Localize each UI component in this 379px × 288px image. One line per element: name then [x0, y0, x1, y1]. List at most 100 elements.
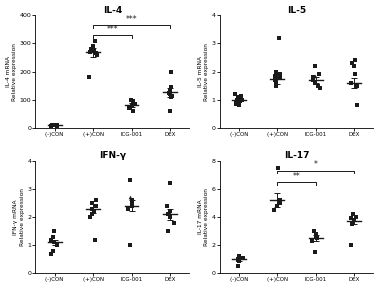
Point: [50, 240, 56, 245]
Point: [91, 48, 97, 53]
Y-axis label: IL-4 mRNA
Relative expression: IL-4 mRNA Relative expression: [6, 43, 17, 101]
Point: [273, 81, 279, 85]
Point: [86, 75, 92, 79]
Point: [235, 264, 241, 268]
Title: IFN-γ: IFN-γ: [99, 151, 126, 160]
Point: [352, 215, 359, 219]
Point: [53, 123, 59, 127]
Title: IL-17: IL-17: [284, 151, 309, 160]
Point: [275, 165, 281, 170]
Point: [48, 251, 54, 256]
Point: [48, 123, 54, 128]
Point: [164, 203, 170, 208]
Title: IL-5: IL-5: [287, 5, 306, 15]
Point: [168, 181, 174, 185]
Point: [168, 95, 174, 99]
Y-axis label: IFN-γ mRNA
Relative expression: IFN-γ mRNA Relative expression: [13, 188, 25, 246]
Point: [167, 109, 173, 113]
Point: [236, 254, 242, 259]
Point: [349, 61, 356, 65]
Point: [130, 99, 136, 103]
Text: *: *: [314, 160, 318, 169]
Point: [235, 95, 241, 99]
Point: [54, 124, 60, 129]
Point: [354, 103, 360, 108]
Text: ***: ***: [126, 15, 137, 24]
Point: [167, 215, 173, 219]
Point: [128, 201, 135, 205]
Point: [276, 35, 282, 40]
Point: [168, 209, 174, 214]
Point: [348, 243, 354, 247]
Point: [50, 234, 56, 239]
Point: [232, 92, 238, 96]
Point: [53, 122, 60, 127]
Point: [52, 123, 58, 127]
Point: [93, 203, 99, 208]
Point: [277, 201, 283, 205]
Point: [311, 229, 317, 233]
Point: [235, 257, 241, 262]
Point: [125, 206, 131, 211]
Point: [89, 212, 96, 217]
Point: [127, 178, 133, 183]
Point: [273, 84, 279, 88]
Point: [237, 99, 243, 103]
Point: [312, 250, 318, 255]
Point: [129, 103, 135, 108]
Point: [273, 69, 279, 74]
Point: [166, 90, 172, 95]
Point: [89, 206, 95, 211]
Point: [233, 102, 239, 106]
Point: [128, 97, 134, 102]
Point: [129, 203, 135, 208]
Point: [132, 102, 138, 106]
Point: [87, 50, 93, 54]
Point: [126, 106, 132, 111]
Point: [130, 100, 136, 105]
Point: [348, 81, 354, 85]
Point: [91, 209, 97, 214]
Point: [130, 109, 136, 113]
Point: [169, 93, 175, 98]
Point: [316, 86, 323, 91]
Point: [49, 237, 55, 242]
Title: IL-4: IL-4: [103, 5, 122, 15]
Point: [352, 58, 358, 63]
Point: [94, 52, 100, 57]
Point: [312, 73, 318, 78]
Point: [271, 208, 277, 212]
Point: [352, 72, 358, 77]
Point: [238, 96, 244, 101]
Y-axis label: IL-5 mRNA
Relative expression: IL-5 mRNA Relative expression: [197, 43, 209, 101]
Point: [89, 201, 95, 205]
Point: [234, 97, 240, 102]
Point: [88, 47, 94, 51]
Point: [167, 92, 173, 96]
Point: [239, 97, 245, 102]
Point: [272, 78, 278, 82]
Point: [93, 198, 99, 202]
Point: [127, 195, 133, 200]
Point: [49, 122, 55, 127]
Point: [236, 258, 242, 263]
Point: [277, 75, 283, 79]
Point: [54, 123, 60, 128]
Point: [349, 222, 355, 226]
Text: **: **: [293, 172, 301, 181]
Point: [348, 216, 354, 221]
Point: [350, 212, 356, 217]
Point: [313, 232, 319, 236]
Point: [277, 72, 283, 77]
Point: [171, 220, 177, 225]
Point: [168, 85, 174, 89]
Point: [240, 255, 246, 260]
Point: [351, 217, 357, 222]
Point: [50, 249, 56, 253]
Point: [127, 105, 133, 109]
Point: [166, 89, 172, 94]
Text: ***: ***: [106, 25, 118, 34]
Y-axis label: IL-17 mRNA
Relative expression: IL-17 mRNA Relative expression: [197, 188, 209, 246]
Point: [312, 81, 318, 85]
Point: [86, 215, 92, 219]
